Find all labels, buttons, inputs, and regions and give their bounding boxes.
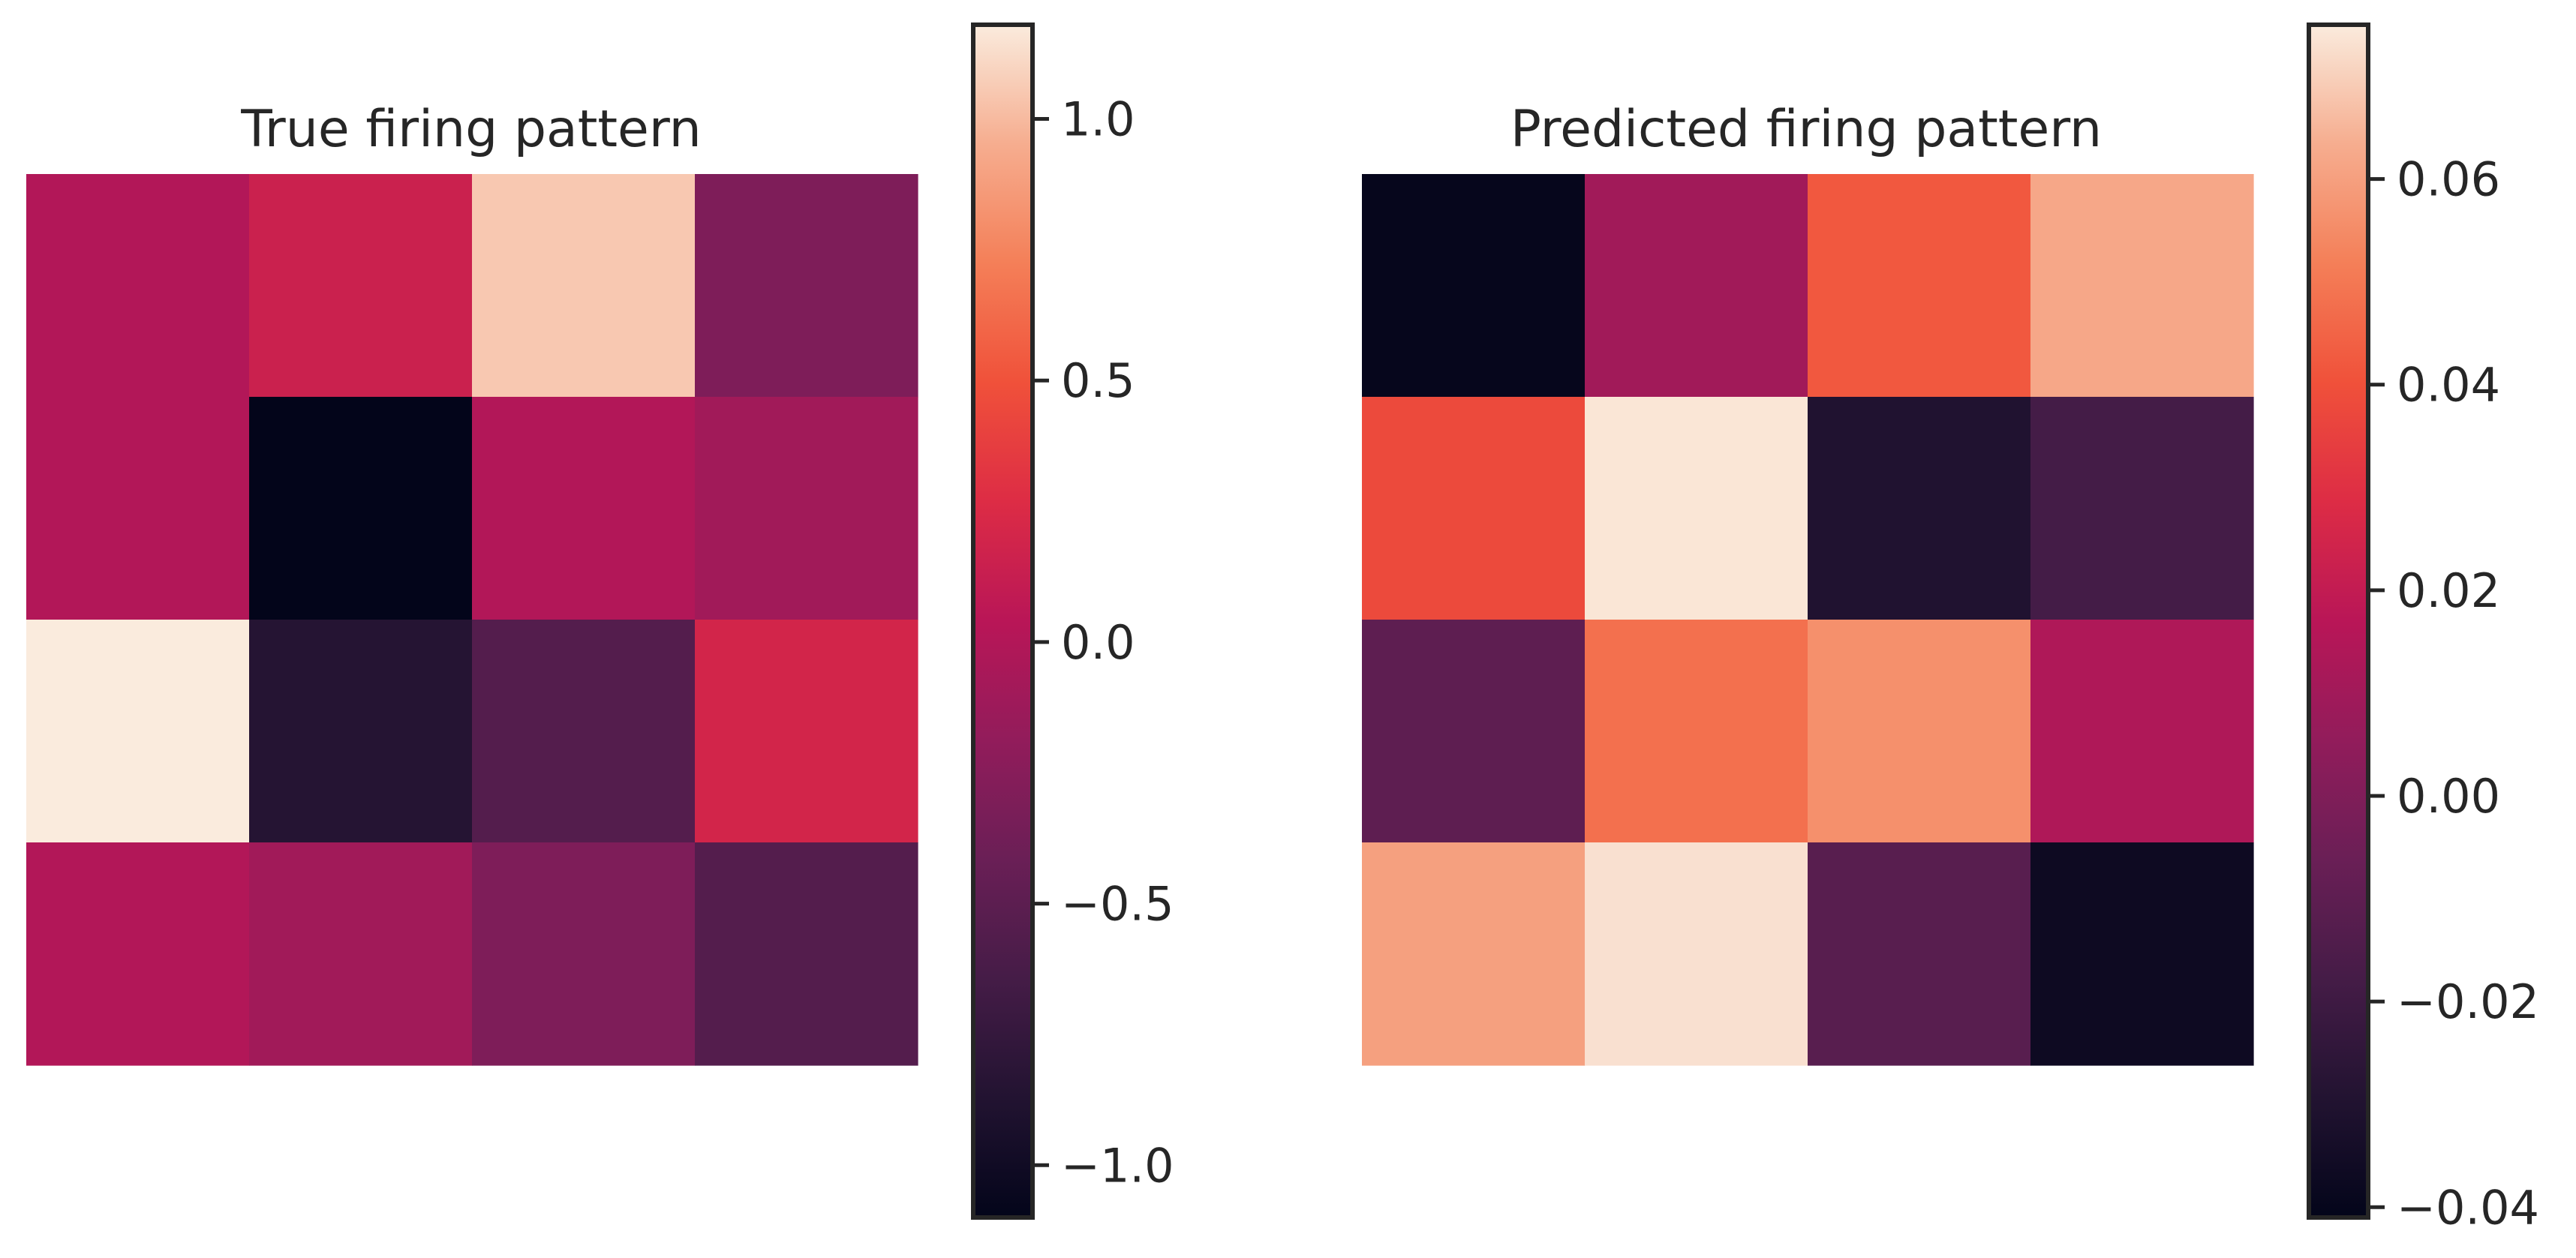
colorbar-gradient: [971, 23, 1035, 1220]
heatmap-panel-predicted: Predicted firing pattern: [1362, 100, 2254, 1066]
heatmap-cell: [2030, 842, 2254, 1066]
heatmap-cell: [695, 620, 918, 843]
heatmap-cell: [1585, 397, 1808, 620]
heatmap-cell: [1362, 174, 1586, 398]
heatmap-cell: [695, 174, 918, 398]
colorbar-true: 1.0 0.5 0.0 −0.5 −1.0: [971, 23, 1174, 1220]
heatmap-cell: [1808, 174, 2031, 398]
colorbar-tick-label: 0.04: [2397, 358, 2500, 413]
heatmap-cell: [26, 397, 250, 620]
colorbar-gradient: [2307, 23, 2370, 1220]
colorbar-tick-label: 0.00: [2397, 769, 2500, 824]
heatmap-cell: [472, 842, 696, 1066]
heatmap-cell: [249, 842, 473, 1066]
heatmap-cell: [695, 397, 918, 620]
heatmap-cell: [249, 620, 473, 843]
heatmap-cell: [2030, 174, 2254, 398]
colorbar-tick-label: 0.0: [1061, 615, 1135, 670]
colorbar-predicted: 0.06 0.04 0.02 0.00 −0.02 −0.04: [2307, 23, 2539, 1235]
heatmap-panel-true: True firing pattern: [26, 100, 918, 1066]
chart-title: True firing pattern: [240, 100, 701, 159]
colorbar-tick-label: 0.5: [1061, 353, 1135, 408]
heatmap-cell: [26, 620, 250, 843]
heatmap-cell: [1362, 842, 1586, 1066]
colorbar-tick-label: −0.02: [2397, 974, 2539, 1029]
colorbar-tick-label: −0.04: [2397, 1180, 2539, 1235]
heatmap-cell: [26, 174, 250, 398]
colorbar-ticks: 0.06 0.04 0.02 0.00 −0.02 −0.04: [2368, 152, 2539, 1235]
colorbar-tick-label: −1.0: [1061, 1138, 1174, 1193]
heatmap-cell: [1585, 174, 1808, 398]
heatmap-cell: [1808, 842, 2031, 1066]
heatmap-cell: [1362, 397, 1586, 620]
colorbar-tick-label: 0.06: [2397, 152, 2500, 207]
heatmap-cell: [26, 842, 250, 1066]
heatmap-cell: [2030, 620, 2254, 843]
heatmap-cell: [1808, 397, 2031, 620]
colorbar-tick-label: −0.5: [1061, 877, 1174, 932]
chart-title: Predicted firing pattern: [1510, 100, 2102, 159]
heatmap-cell: [249, 174, 473, 398]
heatmap-cell: [1585, 620, 1808, 843]
heatmap-cell: [695, 842, 918, 1066]
heatmap-cell: [472, 620, 696, 843]
heatmap-cell: [1585, 842, 1808, 1066]
heatmap-cell: [2030, 397, 2254, 620]
heatmap-cell: [1808, 620, 2031, 843]
heatmap-cell: [249, 397, 473, 620]
heatmap-cells: [26, 174, 918, 1066]
colorbar-ticks: 1.0 0.5 0.0 −0.5 −1.0: [1033, 92, 1174, 1193]
colorbar-tick-label: 0.02: [2397, 563, 2500, 618]
heatmap-cell: [1362, 620, 1586, 843]
heatmap-cell: [472, 174, 696, 398]
heatmap-cell: [472, 397, 696, 620]
colorbar-tick-label: 1.0: [1061, 92, 1135, 147]
heatmap-cells: [1362, 174, 2254, 1066]
